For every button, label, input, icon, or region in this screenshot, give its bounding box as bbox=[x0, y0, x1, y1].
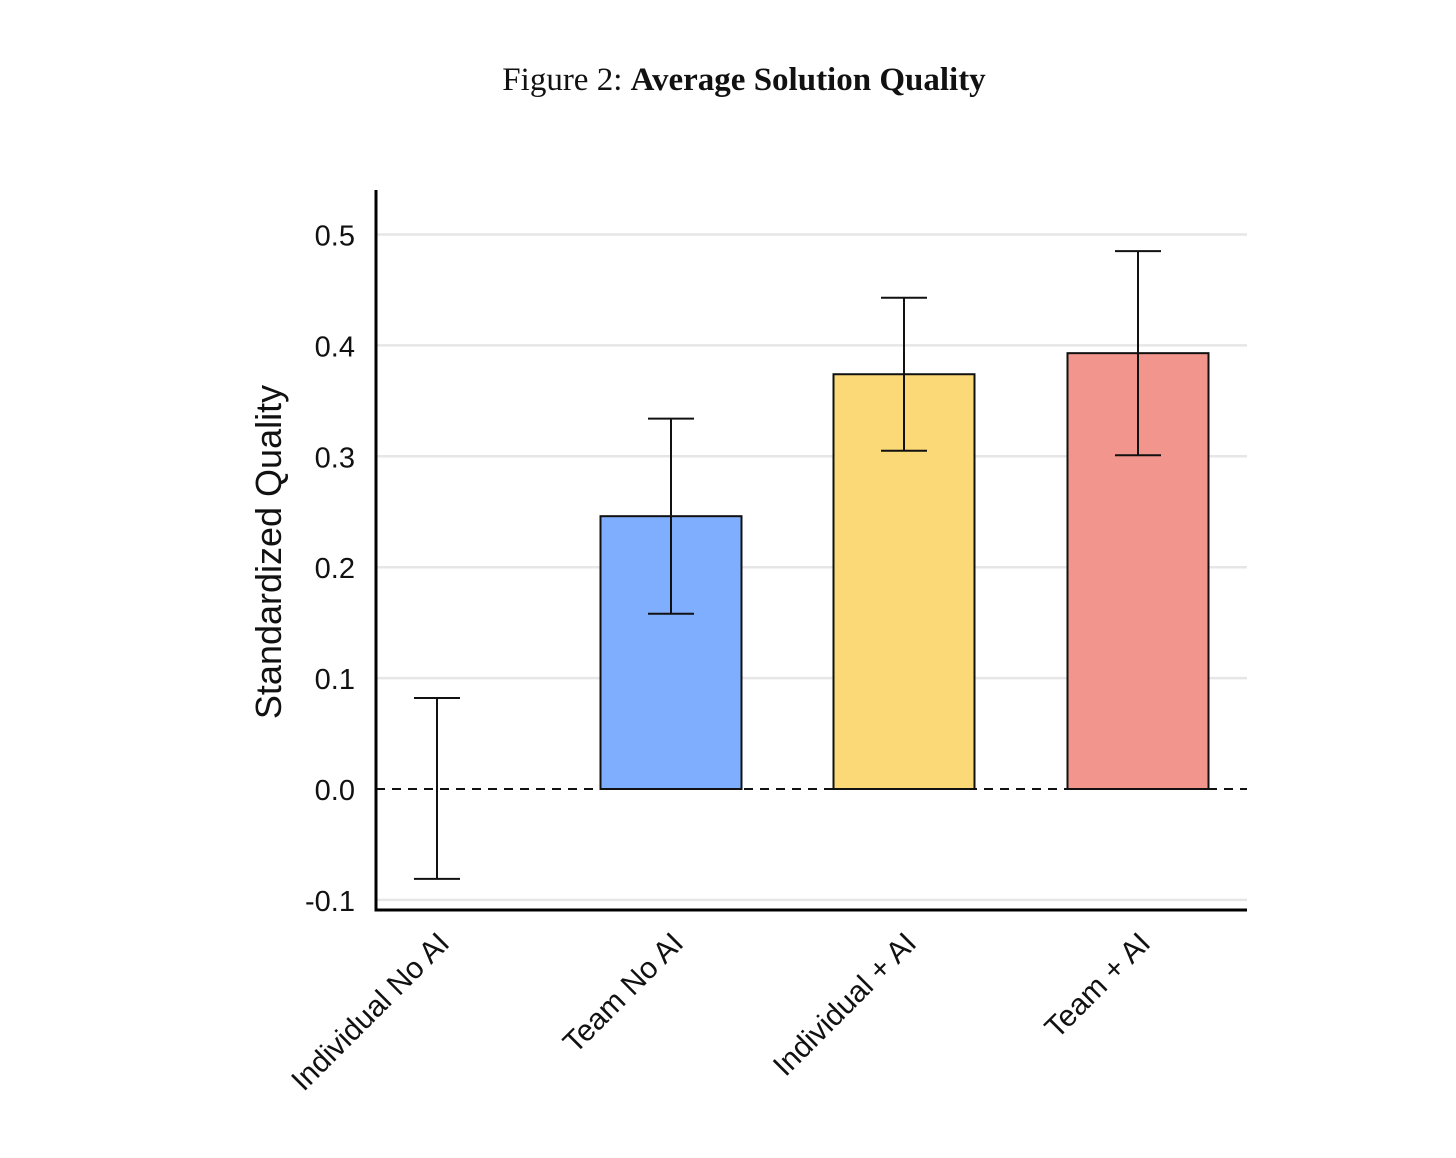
figure-title-text: Average Solution Quality bbox=[630, 62, 986, 98]
y-tick-label: 0.5 bbox=[315, 221, 355, 253]
axes bbox=[374, 190, 1247, 912]
y-axis-label: Standardized Quality bbox=[248, 385, 289, 719]
x-tick-labels: Individual No AI Team No AI Individual + A… bbox=[285, 927, 1157, 1098]
y-tick-label: 0.1 bbox=[315, 664, 355, 696]
y-tick-label: 0.2 bbox=[315, 553, 355, 585]
figure-prefix: Figure 2: bbox=[502, 62, 623, 98]
y-tick-label: 0.0 bbox=[315, 775, 355, 807]
x-tick-label: Individual No AI bbox=[285, 927, 456, 1098]
x-tick-label: Team No AI bbox=[557, 927, 690, 1060]
y-tick-labels: -0.1 0.0 0.1 0.2 0.3 0.4 0.5 bbox=[305, 221, 355, 918]
y-tick-label: 0.4 bbox=[315, 331, 355, 363]
error-bars bbox=[414, 250, 1161, 880]
figure-title: Figure 2: Average Solution Quality bbox=[0, 62, 1456, 99]
x-tick-label: Team + AI bbox=[1039, 927, 1157, 1045]
x-tick-label: Individual + AI bbox=[767, 927, 923, 1083]
y-tick-label: 0.3 bbox=[315, 442, 355, 474]
y-tick-label: -0.1 bbox=[305, 886, 355, 918]
